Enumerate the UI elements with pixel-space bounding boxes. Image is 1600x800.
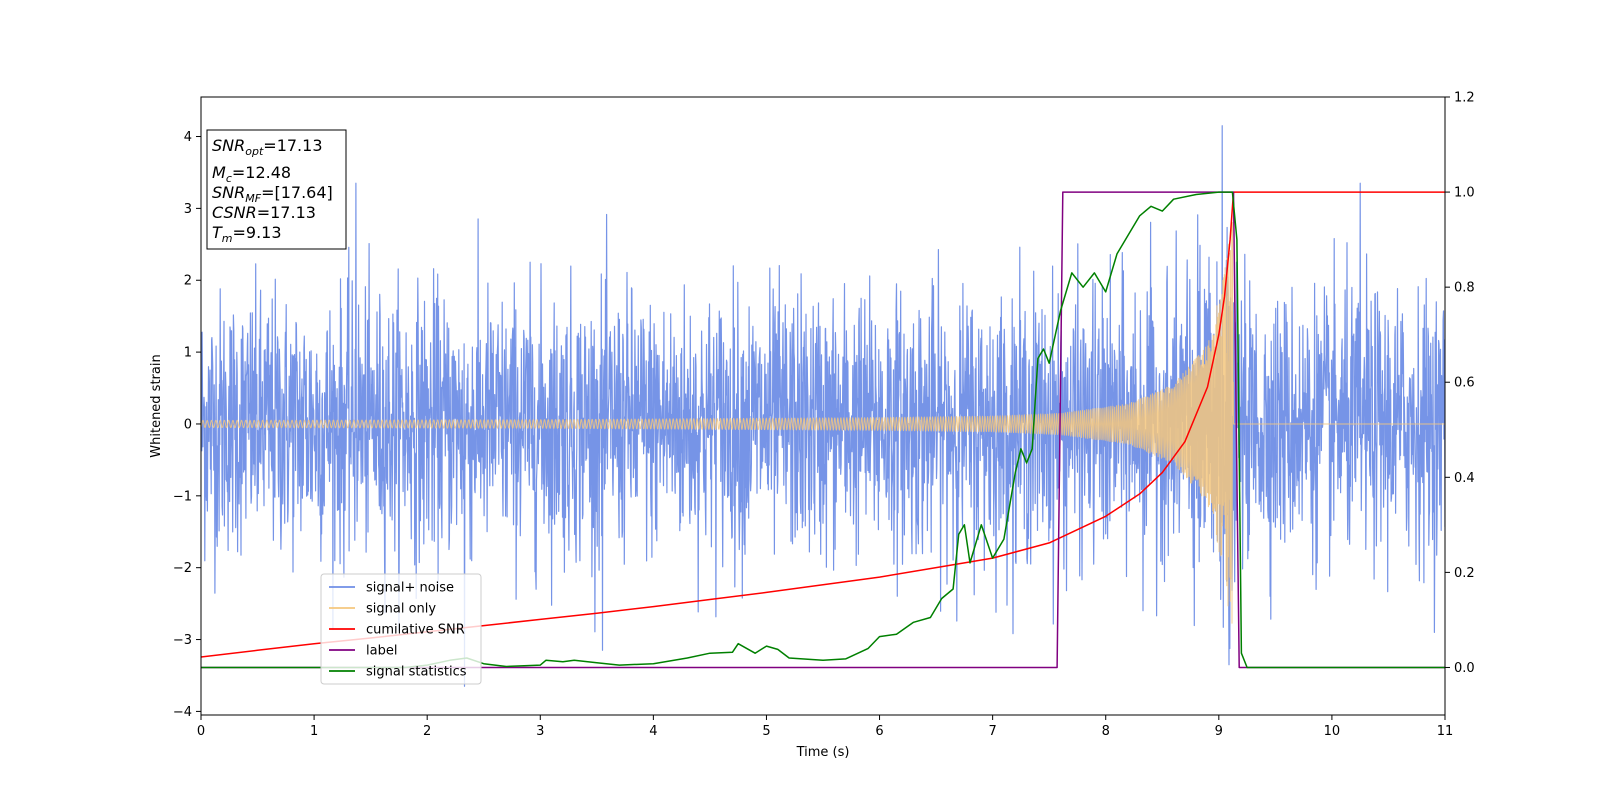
y-tick-label: 3 [184, 202, 192, 217]
series-signal-statistics [201, 191, 1445, 669]
snr-annotation-box: SNRopt=17.13 Mc=12.48 SNRMF=[17.64] CSNR… [206, 129, 347, 250]
y2-tick-label: 0.6 [1454, 376, 1475, 391]
x-tick-label: 11 [1437, 724, 1454, 739]
y-tick-label: 2 [184, 274, 192, 289]
x-tick-label: 4 [649, 724, 657, 739]
y-tick-label: −1 [173, 489, 192, 504]
y-axis-right: 0.0 0.2 0.4 0.6 0.8 1.0 1.2 [1445, 91, 1475, 676]
legend-frame [320, 573, 482, 685]
x-tick-label: 2 [423, 724, 431, 739]
legend-label-signal-noise: signal+ noise [366, 581, 454, 596]
y-tick-label: −3 [173, 633, 192, 648]
y2-tick-label: 0.0 [1454, 661, 1475, 676]
y-tick-label: 4 [184, 130, 192, 145]
x-tick-label: 8 [1102, 724, 1110, 739]
annotation-tm: Tm=9.13 [212, 223, 282, 245]
x-axis-label: Time (s) [796, 745, 850, 760]
y-tick-label: 1 [184, 346, 192, 361]
plot-frame [200, 96, 1446, 716]
series-signal-only [201, 221, 1445, 624]
legend-label-label: label [366, 644, 397, 659]
x-axis: 0 1 2 3 4 5 6 7 8 9 10 11 [197, 715, 1453, 739]
y-axis-left: −4 −3 −2 −1 0 1 2 3 4 [173, 130, 201, 720]
x-tick-label: 0 [197, 724, 205, 739]
legend-label-signal-only: signal only [366, 602, 436, 617]
x-tick-label: 10 [1324, 724, 1341, 739]
annotation-frame [206, 129, 347, 250]
annotation-snr-mf: SNRMF=[17.64] [212, 183, 333, 205]
y2-tick-label: 0.4 [1454, 471, 1475, 486]
y2-tick-label: 1.0 [1454, 186, 1475, 201]
y-axis-label: Whitened strain [149, 354, 164, 457]
y2-tick-label: 0.2 [1454, 566, 1475, 581]
legend: signal+ noise signal only cumilative SNR la… [320, 573, 482, 685]
y-tick-label: −2 [173, 561, 192, 576]
y-tick-label: 0 [184, 417, 192, 432]
legend-label-signal-statistics: signal statistics [366, 665, 467, 680]
x-tick-label: 1 [310, 724, 318, 739]
x-tick-label: 5 [762, 724, 770, 739]
y-tick-label: −4 [173, 705, 192, 720]
x-tick-label: 3 [536, 724, 544, 739]
x-tick-label: 7 [988, 724, 996, 739]
x-tick-label: 6 [875, 724, 883, 739]
y2-tick-label: 0.8 [1454, 281, 1475, 296]
annotation-csnr: CSNR=17.13 [212, 203, 316, 222]
legend-label-cumilative-snr: cumilative SNR [366, 623, 465, 638]
x-tick-label: 9 [1215, 724, 1223, 739]
y2-tick-label: 1.2 [1454, 91, 1475, 106]
annotation-mc: Mc=12.48 [212, 163, 291, 185]
series-signal-noise [201, 125, 1445, 687]
annotation-snr-opt: SNRopt=17.13 [212, 136, 323, 158]
